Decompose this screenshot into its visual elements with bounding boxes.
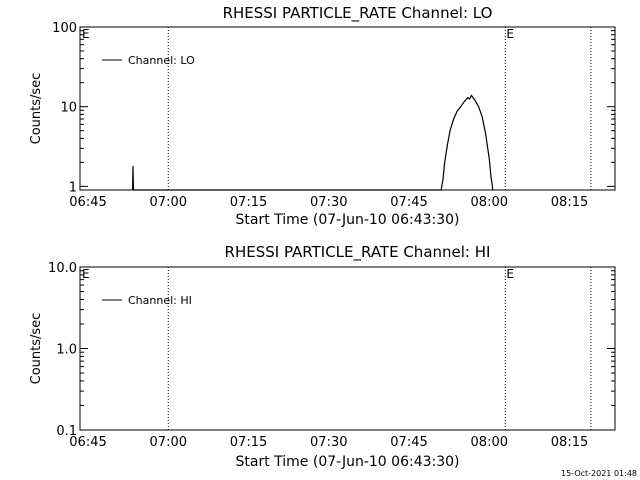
x-tick-label: 08:15 [551, 435, 588, 450]
x-tick-label: 07:15 [230, 195, 267, 210]
time-marker-label: E [506, 267, 514, 281]
start-marker-label: E [82, 27, 90, 41]
y-axis-label: Counts/sec [29, 313, 44, 385]
y-axis-label: Counts/sec [29, 73, 44, 145]
footer-timestamp: 15-Oct-2021 01:48 [561, 469, 637, 478]
x-tick-label: 07:15 [230, 435, 267, 450]
x-tick-label: 07:00 [150, 435, 187, 450]
y-tick-label: 10 [60, 101, 77, 116]
chart-title: RHESSI PARTICLE_RATE Channel: LO [223, 4, 493, 23]
x-tick-label: 06:45 [69, 195, 106, 210]
x-tick-label: 07:30 [310, 435, 347, 450]
legend-label: Channel: HI [128, 294, 192, 307]
plot-frame [79, 266, 616, 431]
x-tick-label: 07:30 [310, 195, 347, 210]
hi-channel-panel: RHESSI PARTICLE_RATE Channel: HI 06:45 07:… [29, 243, 616, 470]
x-tick-label: 08:15 [551, 195, 588, 210]
x-tick-label: 08:00 [471, 195, 508, 210]
y-tick-label: 0.1 [56, 424, 77, 439]
y-tick-label: 10.0 [48, 261, 77, 276]
chart-title: RHESSI PARTICLE_RATE Channel: HI [225, 243, 491, 262]
x-tick-label: 06:45 [69, 435, 106, 450]
y-tick-label: 1 [69, 180, 77, 195]
legend-label: Channel: LO [128, 54, 195, 67]
y-tick-label: 100 [52, 21, 77, 36]
x-tick-label: 07:00 [150, 195, 187, 210]
x-axis-label: Start Time (07-Jun-10 06:43:30) [236, 454, 460, 470]
plot-frame [79, 26, 616, 191]
time-marker-label: E [506, 27, 514, 41]
y-tick-label: 1.0 [56, 343, 77, 358]
lo-channel-panel: RHESSI PARTICLE_RATE Channel: LO 06:45 07:… [29, 4, 616, 228]
x-tick-label: 08:00 [471, 435, 508, 450]
x-tick-label: 07:45 [390, 195, 427, 210]
x-tick-label: 07:45 [390, 435, 427, 450]
series-line [132, 94, 494, 191]
start-marker-label: E [82, 267, 90, 281]
x-axis-label: Start Time (07-Jun-10 06:43:30) [236, 212, 460, 228]
